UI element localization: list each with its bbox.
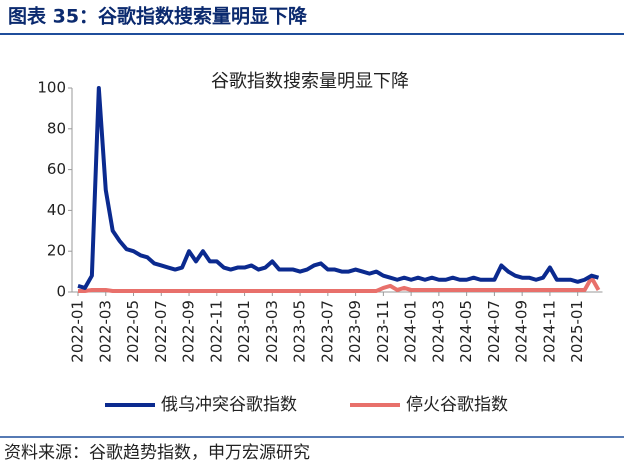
x-tick-label: 2024-09: [513, 300, 531, 363]
x-tick-label: 2023-07: [318, 300, 336, 363]
x-tick-label: 2024-03: [429, 300, 447, 363]
y-tick-label: 100: [37, 79, 66, 97]
line-series: [78, 275, 601, 293]
x-tick-label: 2022-07: [152, 300, 170, 363]
legend-label: 俄乌冲突谷歌指数: [161, 395, 297, 415]
x-tick-label: 2022-05: [124, 300, 142, 363]
x-tick-label: 2023-01: [235, 300, 253, 363]
x-tick-label: 2025-01: [568, 300, 586, 363]
y-tick-label: 60: [47, 160, 66, 178]
legend-label: 停火谷歌指数: [406, 395, 508, 415]
chart-title: 谷歌指数搜索量明显下降: [211, 71, 409, 92]
x-tick-label: 2022-11: [207, 300, 225, 363]
y-tick-label: 0: [56, 283, 66, 301]
y-tick-label: 80: [47, 119, 66, 137]
y-tick-label: 40: [47, 201, 66, 219]
x-tick-label: 2024-05: [457, 300, 475, 363]
x-tick-label: 2023-11: [374, 300, 392, 363]
figure-title: 图表 35：谷歌指数搜索量明显下降: [8, 5, 308, 28]
y-tick-label: 20: [47, 242, 66, 260]
source: 资料来源：谷歌趋势指数，申万宏源研究: [4, 443, 310, 463]
x-tick-label: 2024-07: [485, 300, 503, 363]
x-tick-label: 2022-09: [180, 300, 198, 363]
x-tick-label: 2024-11: [540, 300, 558, 363]
x-tick-label: 2024-01: [402, 300, 420, 363]
x-tick-label: 2023-09: [346, 300, 364, 363]
line-series: [77, 86, 600, 290]
x-tick-label: 2023-03: [263, 300, 281, 363]
x-tick-label: 2022-01: [69, 300, 87, 363]
x-tick-label: 2022-03: [96, 300, 114, 363]
x-tick-label: 2023-05: [291, 300, 309, 363]
